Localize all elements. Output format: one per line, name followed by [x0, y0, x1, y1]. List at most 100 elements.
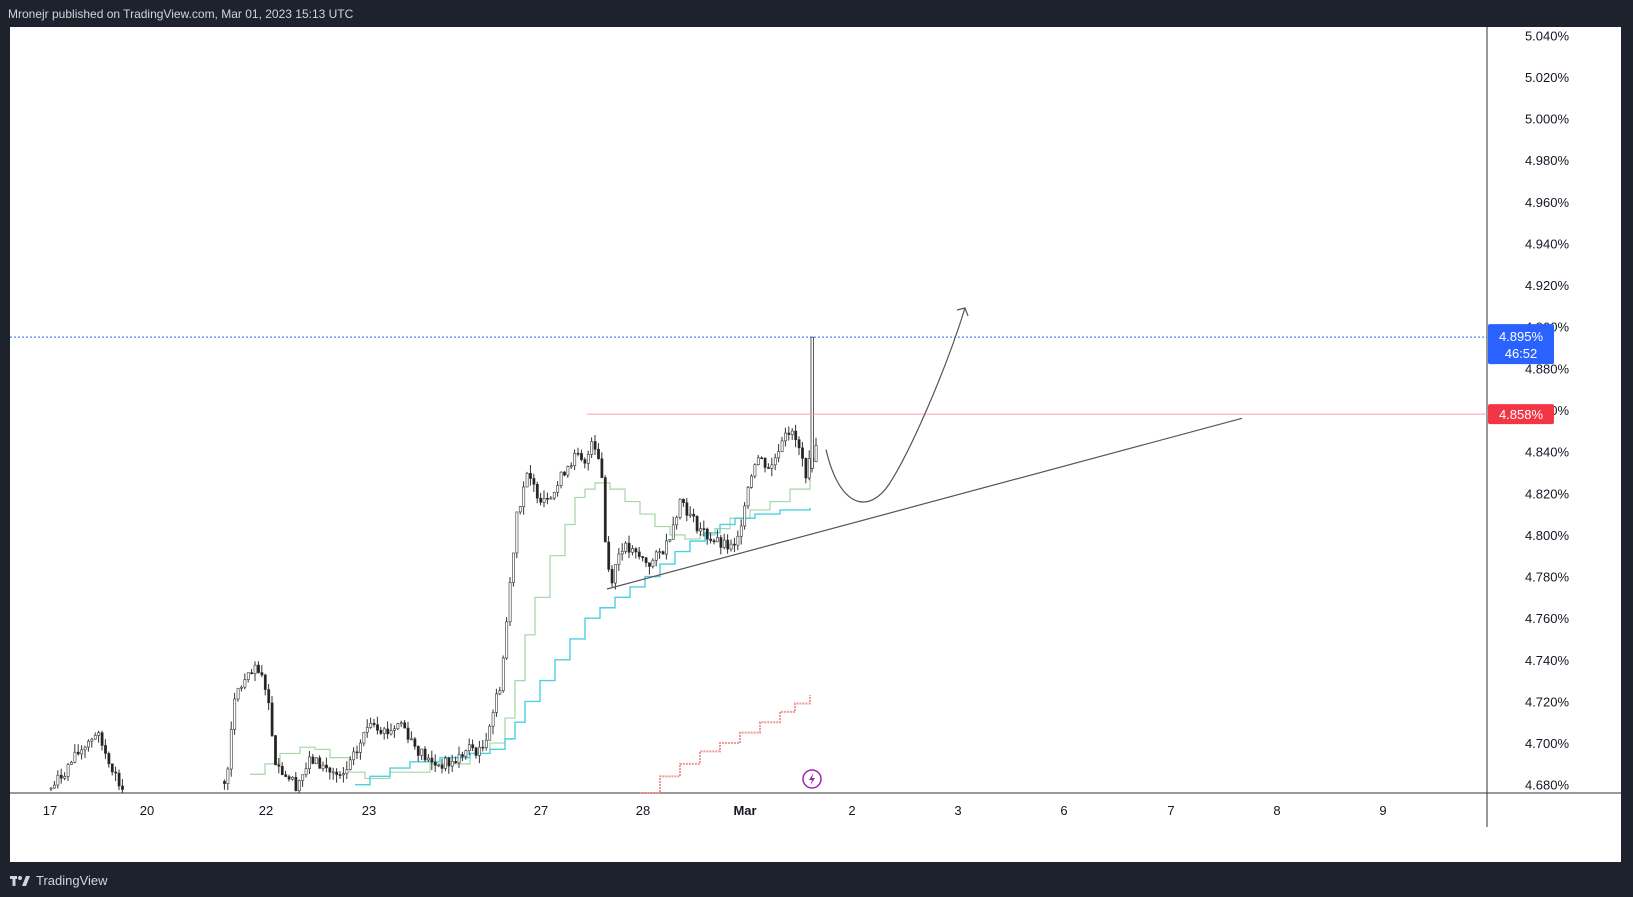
y-tick-label: 5.020% [1525, 70, 1570, 85]
y-tick-label: 4.700% [1525, 736, 1570, 751]
candle-body [563, 471, 566, 476]
candle-body [328, 767, 332, 773]
projection-curve[interactable] [825, 307, 966, 503]
resistance-badge [1488, 404, 1554, 425]
candle-body [338, 774, 342, 776]
candle-body [49, 787, 53, 790]
candle-body [393, 728, 396, 731]
current-price-label: 4.895% [1499, 329, 1544, 344]
candle-body [590, 441, 594, 455]
candle-body [342, 773, 345, 776]
candle-body [471, 744, 475, 749]
y-tick-label: 4.960% [1525, 195, 1570, 210]
candle-body [722, 539, 726, 548]
candle-body [246, 672, 250, 680]
candle-body [454, 761, 458, 764]
brand-text: TradingView [36, 873, 108, 888]
candle-body [223, 781, 226, 784]
candle-body [403, 722, 407, 729]
publish-header: Mronejr published on TradingView.com, Ma… [0, 0, 1633, 28]
candle-body [773, 457, 777, 466]
y-tick-label: 4.720% [1525, 694, 1570, 709]
candle-body [573, 452, 577, 467]
candle-body [274, 735, 277, 766]
candle-body [325, 764, 328, 769]
candle-body [410, 738, 413, 741]
candle-body [359, 742, 362, 753]
candle-body [372, 723, 376, 726]
candle-body [661, 551, 665, 555]
candle-body [739, 525, 743, 537]
candle-body [746, 486, 750, 507]
candle-body [716, 537, 719, 543]
candle-body [709, 538, 713, 541]
candle-body [93, 735, 97, 740]
candle-body [733, 543, 736, 546]
candle-body [270, 702, 274, 736]
candle-body [756, 457, 760, 465]
candle-body [743, 505, 747, 527]
candle-body [678, 498, 682, 518]
candle-countdown: 46:52 [1505, 346, 1538, 361]
candle-body [597, 448, 600, 460]
candle-body [73, 751, 77, 763]
candle-body [280, 766, 284, 776]
tradingview-logo[interactable]: TradingView [10, 864, 108, 897]
candle-body [736, 535, 740, 546]
candle-body [484, 739, 488, 749]
x-tick-label: Mar [733, 803, 756, 818]
candle-body [688, 513, 692, 516]
price-chart[interactable]: 5.040% 5.020% 5.000% 4.980% 4.960% 4.940% 4.92… [10, 27, 1621, 862]
candle-body [644, 557, 648, 564]
candle-body [580, 453, 583, 460]
candle-body [753, 464, 757, 477]
candle-body [427, 757, 430, 761]
candle-body [308, 756, 311, 769]
candle-body [777, 451, 781, 459]
candle-body [355, 751, 359, 754]
candle-body [121, 785, 124, 790]
x-tick-label: 28 [636, 803, 650, 818]
candle-body [444, 757, 447, 769]
candle-body [610, 569, 614, 584]
candle-body [505, 621, 509, 659]
candle-body [311, 756, 315, 764]
candle-body [66, 764, 70, 777]
candle-body [352, 751, 356, 761]
candle-body [692, 513, 696, 517]
chart-frame[interactable]: 5.040% 5.020% 5.000% 4.980% 4.960% 4.940% 4.92… [10, 27, 1621, 862]
candle-body [794, 430, 798, 440]
candle-body [362, 731, 366, 744]
candle-body [501, 657, 505, 691]
y-tick-label: 4.940% [1525, 236, 1570, 251]
trendline[interactable] [606, 417, 1243, 590]
candle-body [294, 776, 298, 791]
y-tick-label: 4.840% [1525, 445, 1570, 460]
candle-body [423, 748, 427, 761]
candle-body [515, 511, 519, 554]
candle-body [263, 674, 267, 690]
tradingview-logo-icon [10, 875, 30, 886]
candle-body [804, 458, 808, 479]
y-tick-label: 5.000% [1525, 112, 1570, 127]
candle-body [603, 477, 607, 543]
x-tick-label: 6 [1060, 803, 1067, 818]
candle-body [481, 746, 485, 749]
candle-body [291, 776, 294, 780]
candle-body [260, 672, 264, 676]
candle-body [450, 761, 454, 767]
candle-body [314, 757, 318, 764]
candle-body [56, 774, 60, 786]
candle-body [790, 430, 794, 435]
candle-body [236, 687, 240, 700]
candle-body [498, 690, 502, 695]
candle-body [767, 467, 770, 469]
candle-body [705, 528, 709, 540]
candle-body [712, 540, 716, 543]
candle-body [464, 750, 468, 757]
candle-body [522, 486, 526, 507]
candle-body [593, 441, 597, 450]
lightning-glyph [809, 773, 815, 785]
candle-body [433, 761, 437, 766]
candle-body [719, 537, 723, 548]
